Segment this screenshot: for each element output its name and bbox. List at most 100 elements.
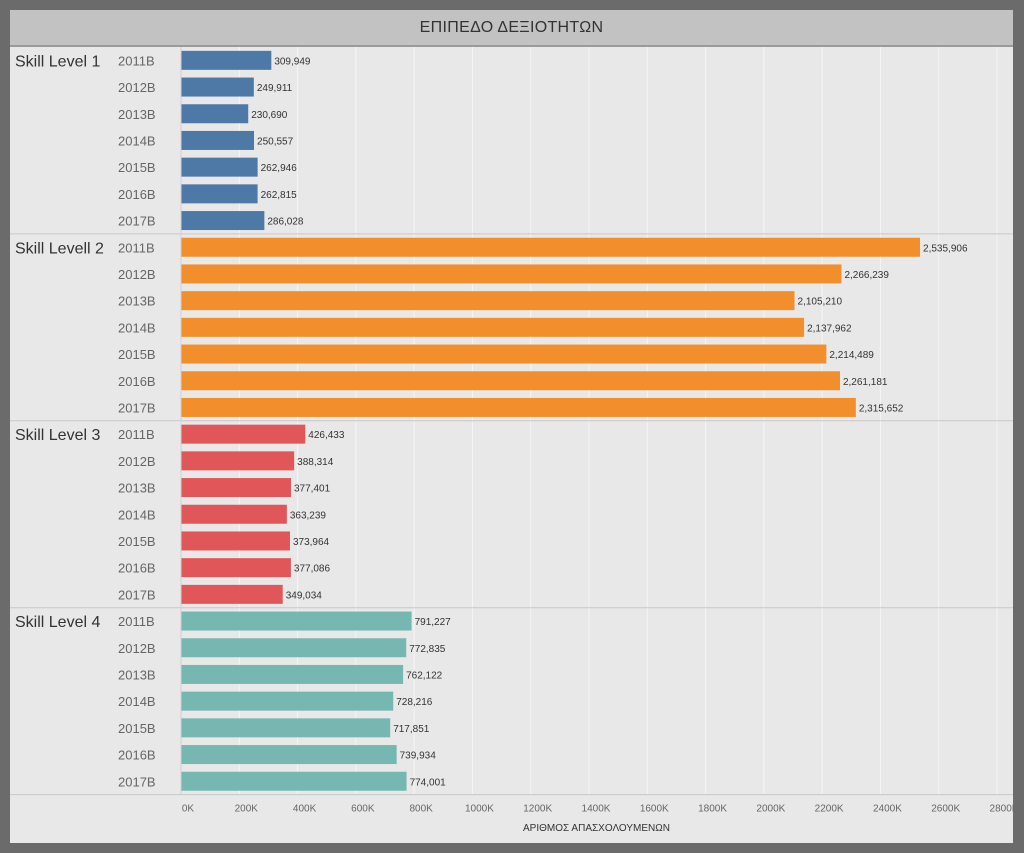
category-label: 2016B bbox=[118, 374, 156, 389]
category-label: 2016B bbox=[118, 561, 156, 576]
data-label: 2,261,181 bbox=[843, 377, 888, 388]
data-label: 250,557 bbox=[257, 136, 294, 147]
bar bbox=[181, 211, 265, 231]
data-label: 309,949 bbox=[274, 56, 311, 67]
x-tick-label: 1400K bbox=[582, 804, 611, 815]
category-label: 2015B bbox=[118, 347, 156, 362]
bar bbox=[181, 317, 805, 337]
data-label: 791,227 bbox=[415, 617, 452, 628]
bar bbox=[181, 478, 291, 498]
category-label: 2014B bbox=[118, 507, 156, 522]
bar bbox=[181, 264, 842, 284]
x-tick-label: 2600K bbox=[931, 804, 960, 815]
category-label: 2012B bbox=[118, 267, 156, 282]
category-label: 2011B bbox=[118, 53, 155, 68]
group-label: Skill Level 3 bbox=[15, 427, 100, 444]
data-label: 286,028 bbox=[267, 217, 304, 228]
category-label: 2014B bbox=[118, 320, 156, 335]
category-label: 2011B bbox=[118, 614, 155, 629]
group-label: Skill Level 4 bbox=[15, 614, 100, 631]
x-tick-label: 1800K bbox=[698, 804, 727, 815]
bar bbox=[181, 718, 391, 738]
data-label: 2,214,489 bbox=[829, 350, 874, 361]
bar bbox=[181, 584, 283, 604]
group-label: Skill Level 1 bbox=[15, 53, 100, 70]
bar bbox=[181, 291, 795, 311]
category-label: 2013B bbox=[118, 294, 156, 309]
category-label: 2013B bbox=[118, 667, 156, 682]
category-label: 2011B bbox=[118, 427, 155, 442]
category-label: 2011B bbox=[118, 240, 155, 255]
data-label: 249,911 bbox=[257, 83, 293, 94]
data-label: 774,001 bbox=[410, 777, 447, 788]
data-label: 2,315,652 bbox=[859, 403, 904, 414]
category-label: 2015B bbox=[118, 534, 156, 549]
category-label: 2013B bbox=[118, 107, 156, 122]
x-axis-title: ΑΡΙΘΜΟΣ ΑΠΑΣΧΟΛΟΥΜΕΝΩΝ bbox=[523, 823, 670, 834]
category-label: 2017B bbox=[118, 774, 156, 789]
bar bbox=[181, 638, 407, 658]
category-label: 2014B bbox=[118, 133, 156, 148]
bar bbox=[181, 77, 254, 97]
bar bbox=[181, 130, 255, 150]
x-tick-label: 600K bbox=[351, 804, 375, 815]
bar bbox=[181, 424, 306, 444]
category-label: 2015B bbox=[118, 721, 156, 736]
category-label: 2017B bbox=[118, 214, 156, 229]
x-tick-label: 2200K bbox=[815, 804, 844, 815]
category-label: 2016B bbox=[118, 187, 156, 202]
bar bbox=[181, 745, 397, 765]
bar bbox=[181, 771, 407, 791]
data-label: 728,216 bbox=[396, 697, 433, 708]
data-label: 717,851 bbox=[393, 724, 430, 735]
bar-chart: Skill Level 1 2011B 309,949 2012B 249,911 201… bbox=[10, 47, 1013, 815]
bar bbox=[181, 237, 921, 257]
category-label: 2015B bbox=[118, 160, 156, 175]
bar bbox=[181, 50, 272, 70]
chart-frame: ΕΠΙΠΕΔΟ ΔΕΞΙΟΤΗΤΩΝ Skill Level 1 2011B 309… bbox=[10, 10, 1013, 843]
x-tick-label: 2400K bbox=[873, 804, 902, 815]
data-label: 762,122 bbox=[406, 670, 443, 681]
chart-title: ΕΠΙΠΕΔΟ ΔΕΞΙΟΤΗΤΩΝ bbox=[10, 10, 1013, 47]
x-tick-label: 1000K bbox=[465, 804, 494, 815]
data-label: 426,433 bbox=[308, 430, 345, 441]
bar bbox=[181, 504, 287, 524]
bar bbox=[181, 157, 258, 177]
x-tick-label: 2800K bbox=[990, 804, 1013, 815]
x-tick-label: 1600K bbox=[640, 804, 669, 815]
data-label: 363,239 bbox=[290, 510, 327, 521]
x-tick-label: 800K bbox=[409, 804, 433, 815]
data-label: 262,815 bbox=[261, 190, 298, 201]
data-label: 377,086 bbox=[294, 564, 331, 575]
data-label: 2,137,962 bbox=[807, 323, 852, 334]
category-label: 2012B bbox=[118, 80, 156, 95]
data-label: 2,266,239 bbox=[844, 270, 889, 281]
bar bbox=[181, 451, 295, 471]
data-label: 2,105,210 bbox=[798, 297, 843, 308]
category-label: 2017B bbox=[118, 587, 156, 602]
data-label: 373,964 bbox=[293, 537, 330, 548]
bar bbox=[181, 397, 856, 417]
x-tick-label: 200K bbox=[235, 804, 259, 815]
category-label: 2017B bbox=[118, 400, 156, 415]
bar bbox=[181, 664, 404, 684]
category-label: 2016B bbox=[118, 748, 156, 763]
bar bbox=[181, 691, 394, 711]
bar bbox=[181, 558, 291, 578]
group-label: Skill Levell 2 bbox=[15, 240, 104, 257]
x-tick-label: 2000K bbox=[756, 804, 785, 815]
data-label: 377,401 bbox=[294, 484, 331, 495]
data-label: 262,946 bbox=[261, 163, 298, 174]
category-label: 2013B bbox=[118, 481, 156, 496]
x-tick-label: 1200K bbox=[523, 804, 552, 815]
category-label: 2014B bbox=[118, 694, 156, 709]
data-label: 772,835 bbox=[409, 644, 446, 655]
data-label: 230,690 bbox=[251, 110, 288, 121]
category-label: 2012B bbox=[118, 641, 156, 656]
data-label: 388,314 bbox=[297, 457, 334, 468]
bar bbox=[181, 104, 249, 124]
x-tick-label: 0K bbox=[182, 804, 195, 815]
bar bbox=[181, 531, 290, 551]
data-label: 739,934 bbox=[400, 751, 437, 762]
bar bbox=[181, 184, 258, 204]
